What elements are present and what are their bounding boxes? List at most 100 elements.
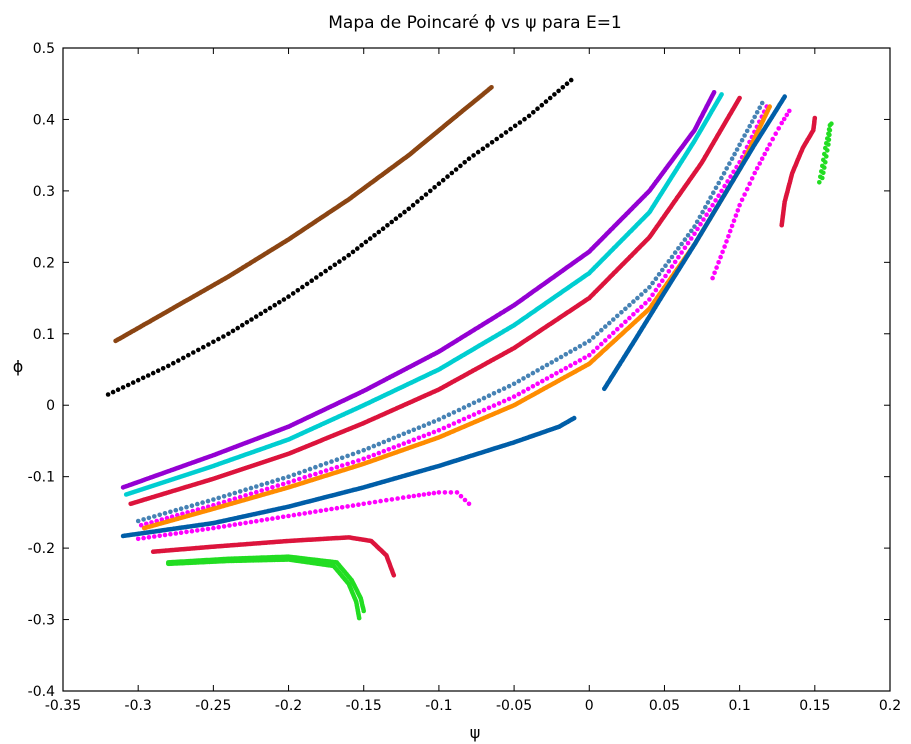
data-point (744, 128, 750, 134)
data-point (426, 491, 432, 497)
data-point (516, 391, 522, 397)
data-point (512, 123, 518, 129)
data-point (258, 311, 264, 317)
data-point (263, 308, 268, 314)
data-point (471, 412, 477, 417)
data-point (695, 226, 700, 232)
data-point (448, 490, 454, 495)
data-point (451, 421, 457, 426)
data-point (221, 524, 227, 529)
chart-title: Mapa de Poincaré ϕ vs ψ para E=1 (328, 13, 622, 33)
data-point (499, 133, 504, 138)
data-point (384, 497, 389, 503)
data-point (767, 104, 772, 109)
data-point (461, 405, 467, 410)
data-point (737, 142, 742, 148)
data-point (812, 115, 818, 121)
data-point (406, 494, 412, 500)
data-point (506, 396, 512, 402)
data-point (345, 461, 350, 467)
data-point (211, 497, 216, 502)
data-point (700, 209, 705, 215)
data-point (346, 252, 352, 258)
data-point (672, 250, 678, 255)
data-point (286, 480, 291, 485)
data-point (461, 416, 467, 422)
data-point (554, 371, 559, 376)
data-point (656, 283, 662, 288)
x-tick-label: -0.35 (45, 698, 81, 714)
data-point (205, 526, 211, 532)
data-point (619, 323, 624, 328)
data-point (543, 99, 549, 104)
data-point (327, 265, 333, 271)
series-9 (602, 94, 787, 392)
data-point (762, 151, 767, 157)
data-point (480, 146, 486, 152)
data-point (747, 123, 752, 129)
data-point (656, 272, 662, 277)
data-point (716, 180, 721, 186)
data-point (511, 394, 517, 399)
data-point (718, 254, 723, 260)
data-point (471, 153, 476, 158)
data-point (406, 439, 412, 445)
data-point (544, 362, 550, 368)
data-point (363, 239, 369, 245)
data-point (411, 493, 417, 499)
data-point (824, 154, 829, 159)
data-point (563, 365, 569, 371)
data-point (211, 339, 216, 345)
data-point (711, 190, 716, 195)
data-point (243, 493, 248, 498)
data-point (397, 213, 403, 218)
data-point (421, 492, 427, 497)
data-point (178, 530, 184, 535)
data-point (248, 519, 254, 525)
data-point (449, 170, 455, 176)
data-point (458, 163, 463, 169)
data-point (525, 373, 531, 379)
data-point (275, 515, 281, 520)
data-point (517, 120, 523, 125)
data-point (307, 466, 313, 472)
data-point (216, 495, 221, 501)
data-point (135, 536, 141, 542)
y-axis: 0.5 0.4 0.3 0.2 0.1 0 -0.1 -0.2 -0.3 -0.4 (28, 41, 890, 700)
data-point (366, 454, 372, 460)
data-point (280, 514, 286, 520)
data-point (350, 503, 356, 508)
data-point (712, 270, 717, 276)
data-point (643, 300, 648, 306)
data-point (125, 382, 131, 388)
data-point (376, 229, 382, 235)
data-point (371, 443, 377, 449)
data-point (727, 161, 732, 166)
data-point (259, 518, 265, 523)
data-point (334, 505, 340, 511)
data-point (615, 326, 620, 332)
data-point (462, 497, 468, 503)
data-point (318, 508, 324, 514)
data-point (361, 608, 367, 614)
data-point (714, 265, 719, 270)
data-point (141, 517, 146, 522)
data-point (445, 174, 450, 179)
data-point (264, 517, 270, 522)
data-point (653, 276, 659, 282)
series-3 (123, 92, 724, 497)
data-point (635, 295, 640, 301)
data-point (694, 219, 700, 225)
data-point (679, 250, 684, 255)
data-point (456, 407, 462, 413)
data-point (827, 132, 832, 138)
data-point (138, 522, 144, 528)
data-point (286, 474, 291, 480)
data-point (253, 489, 259, 495)
data-point (615, 313, 620, 319)
data-point (462, 160, 468, 165)
data-point (270, 516, 275, 521)
data-point (291, 512, 297, 518)
data-point (764, 146, 770, 152)
data-point (191, 350, 196, 355)
